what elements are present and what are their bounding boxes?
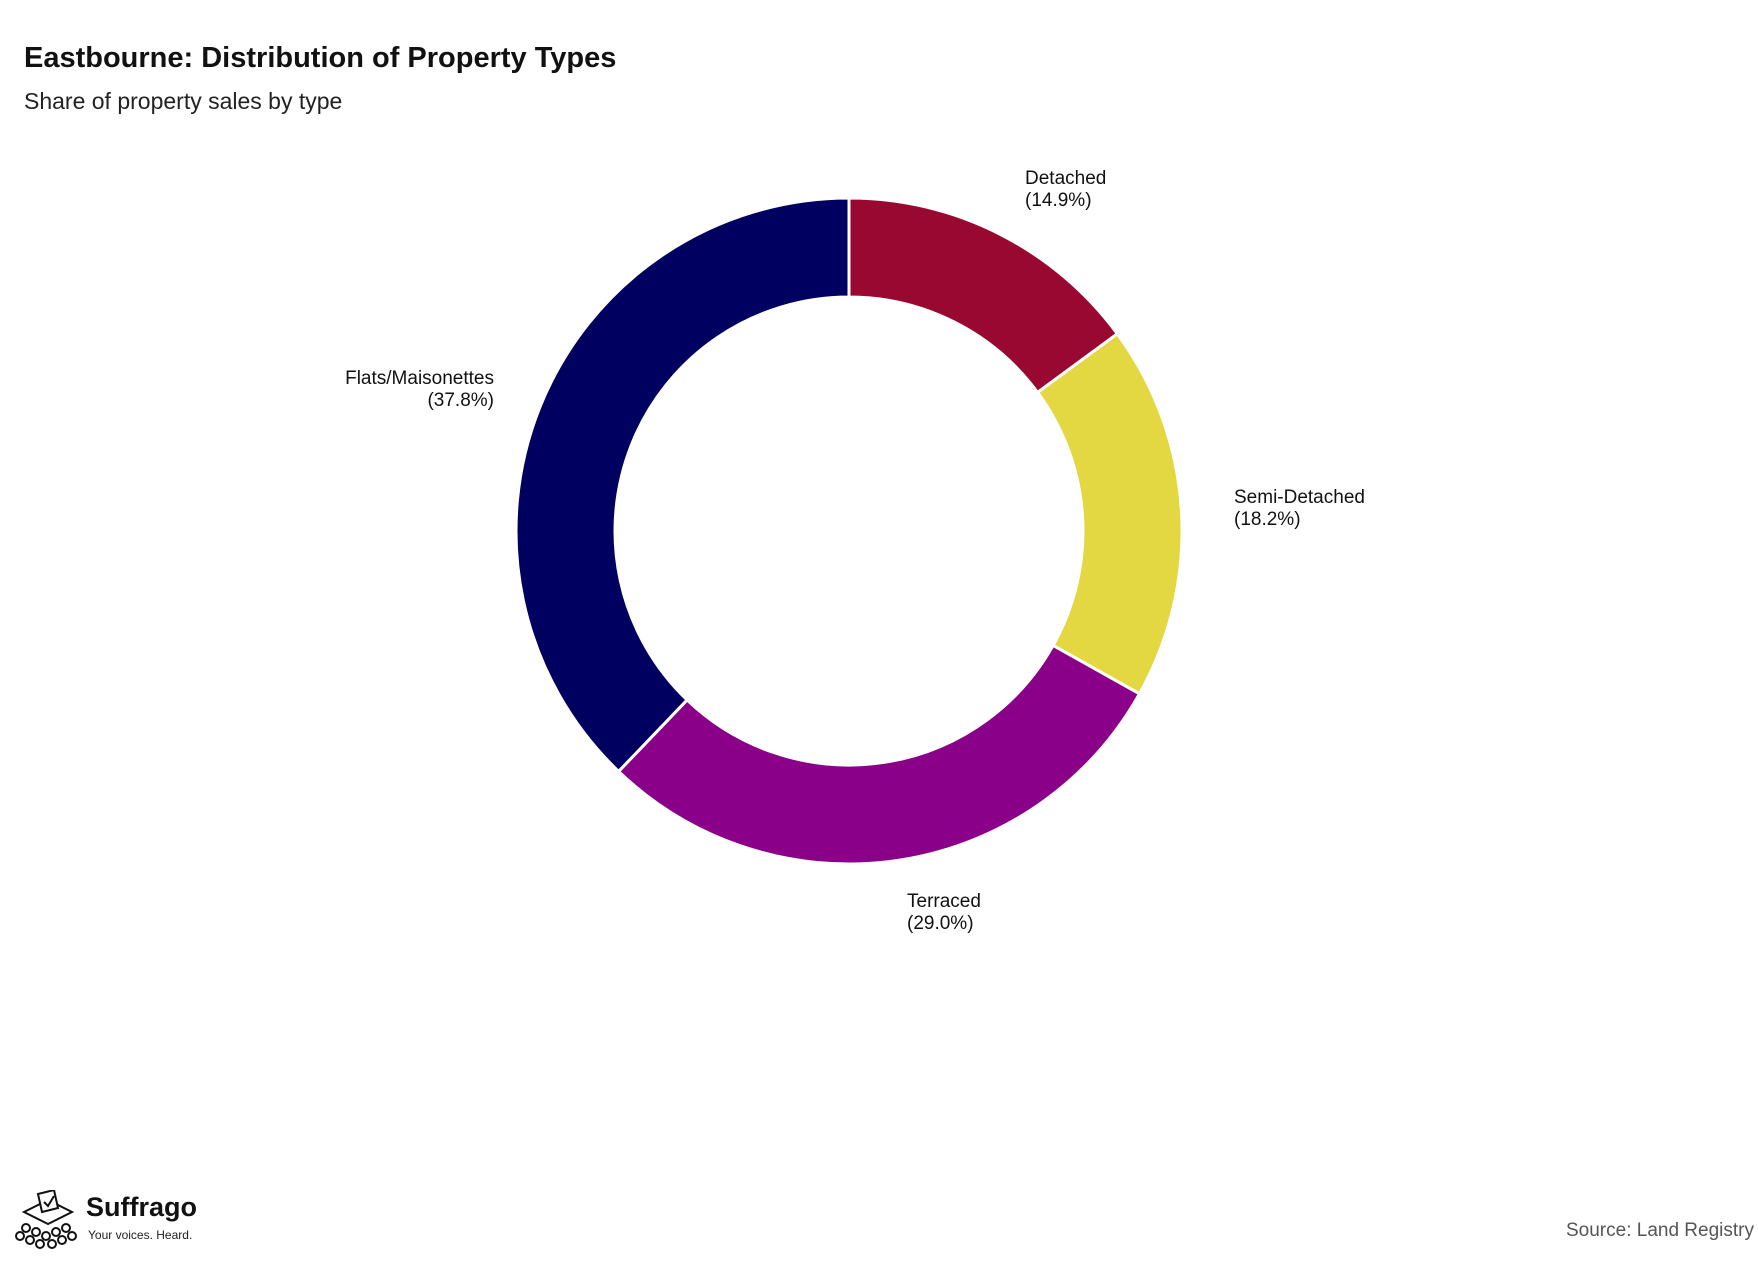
brand-logo: Suffrago Your voices. Heard. xyxy=(14,1190,234,1250)
slice-percent-label: (18.2%) xyxy=(1234,509,1301,530)
donut-slice-semi-detached xyxy=(1035,331,1184,696)
slice-labels: Detached(14.9%) Semi-Detached(18.2%) Terra… xyxy=(345,168,1365,934)
chart-subtitle: Share of property sales by type xyxy=(24,88,343,114)
slice-percent-label: (37.8%) xyxy=(427,390,494,411)
ballot-box-crowd-icon xyxy=(15,1190,77,1249)
slice-label: Detached xyxy=(1025,168,1106,189)
donut-slices xyxy=(514,196,1184,866)
donut-slice-flats-maisonettes xyxy=(514,196,851,774)
slice-label: Flats/Maisonettes xyxy=(345,368,494,389)
slice-label: Terraced xyxy=(907,891,981,912)
brand-name: Suffrago xyxy=(86,1192,197,1222)
brand-tagline: Your voices. Heard. xyxy=(88,1228,193,1242)
slice-percent-label: (29.0%) xyxy=(907,913,974,934)
slice-percent-label: (14.9%) xyxy=(1025,190,1092,211)
slice-label: Semi-Detached xyxy=(1234,487,1365,508)
chart-title: Eastbourne: Distribution of Property Typ… xyxy=(24,42,617,74)
source-note: Source: Land Registry xyxy=(1566,1220,1754,1241)
donut-slice-terraced xyxy=(616,643,1142,866)
